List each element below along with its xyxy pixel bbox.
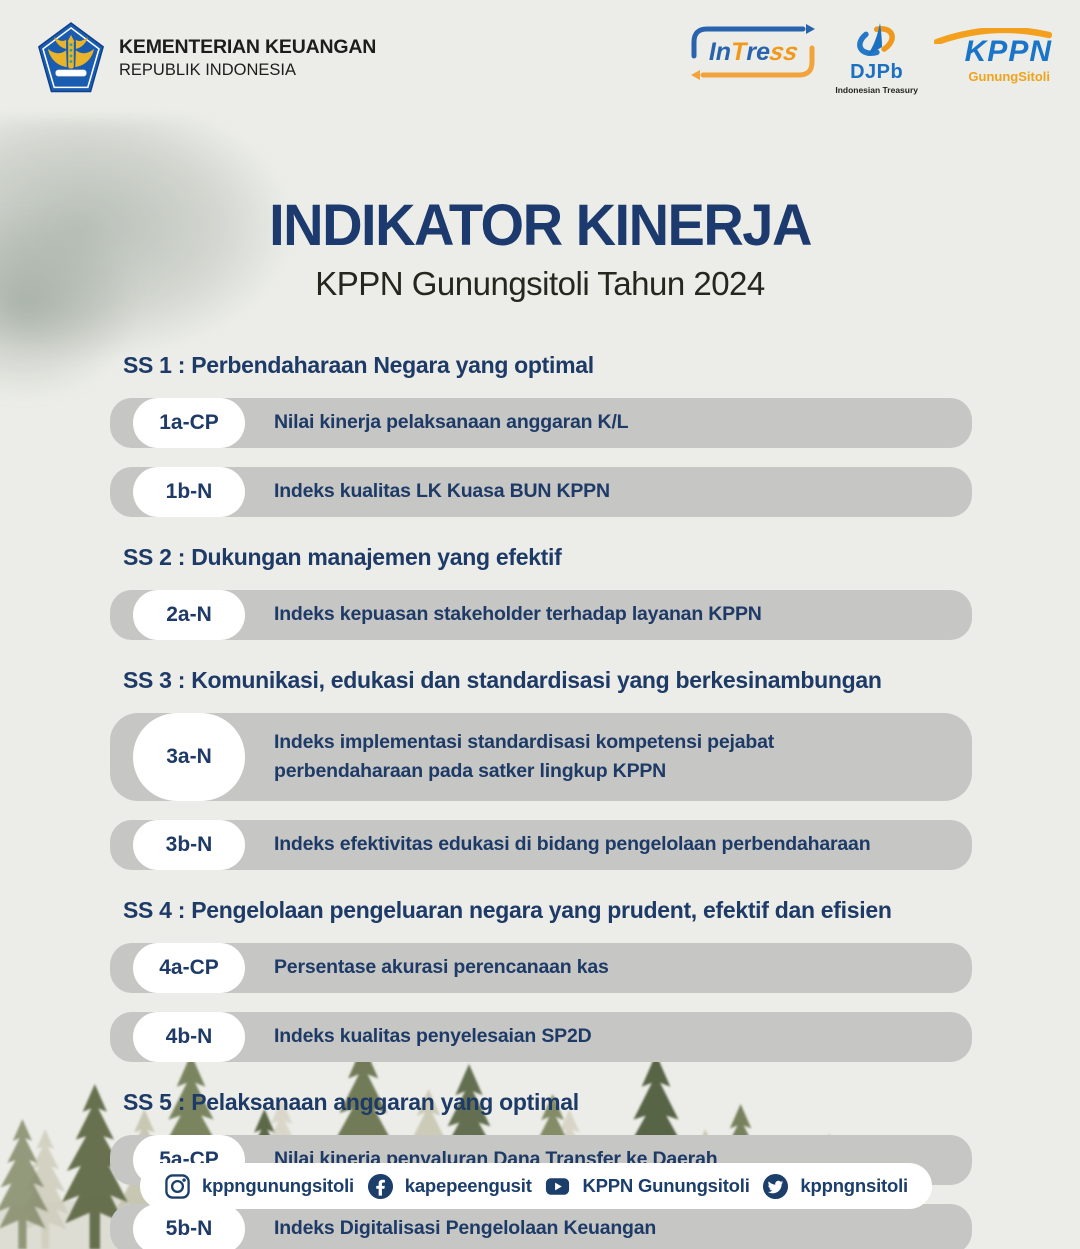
indicator-list: SS 1 : Perbendaharaan Negara yang optima… bbox=[110, 352, 972, 1249]
djpb-logo: DJPb Indonesian Treasury bbox=[835, 22, 918, 95]
kppn-name: KPPN bbox=[964, 35, 1052, 68]
kppn-swoosh-icon bbox=[934, 28, 1052, 44]
indicator-row: 1b-N Indeks kualitas LK Kuasa BUN KPPN bbox=[110, 467, 972, 517]
indicator-badge: 5b-N bbox=[133, 1204, 245, 1249]
indicator-badge: 2a-N bbox=[133, 590, 245, 640]
twitter-icon bbox=[763, 1173, 789, 1199]
indicator-row: 4b-N Indeks kualitas penyelesaian SP2D bbox=[110, 1012, 972, 1062]
ministry-line2: REPUBLIK INDONESIA bbox=[119, 61, 296, 79]
indicator-badge: 3a-N bbox=[133, 713, 245, 801]
indicator-row: 3b-N Indeks efektivitas edukasi di bidan… bbox=[110, 820, 972, 870]
intress-border-icon bbox=[691, 24, 816, 80]
indicator-text: Indeks kualitas penyelesaian SP2D bbox=[274, 1025, 592, 1048]
indicator-row: 3a-N Indeks implementasi standardisasi k… bbox=[110, 713, 972, 801]
indicator-badge: 3b-N bbox=[133, 820, 245, 870]
social-item-youtube[interactable]: KPPN Gunungsitoli bbox=[544, 1173, 750, 1200]
indicator-badge: 4b-N bbox=[133, 1012, 245, 1062]
social-item-facebook[interactable]: kapepeengusit bbox=[367, 1173, 532, 1200]
indicator-row: 5b-N Indeks Digitalisasi Pengelolaan Keu… bbox=[110, 1204, 972, 1249]
watercolor-blob-2 bbox=[0, 210, 140, 400]
twitter-handle: kppngnsitoli bbox=[800, 1175, 908, 1196]
kemenkeu-pentagon-icon bbox=[37, 22, 105, 93]
indicator-row: 1a-CP Nilai kinerja pelaksanaan anggaran… bbox=[110, 398, 972, 448]
indicator-text: Nilai kinerja pelaksanaan anggaran K/L bbox=[274, 411, 629, 434]
indicator-text: Indeks efektivitas edukasi di bidang pen… bbox=[274, 833, 871, 856]
page-subtitle: KPPN Gunungsitoli Tahun 2024 bbox=[315, 265, 765, 302]
indicator-badge: 1b-N bbox=[133, 467, 245, 517]
section-heading-ss1: SS 1 : Perbendaharaan Negara yang optima… bbox=[123, 352, 594, 378]
title-block: INDIKATOR KINERJA KPPN Gunungsitoli Tahu… bbox=[0, 192, 1080, 303]
social-item-twitter[interactable]: kppngnsitoli bbox=[762, 1173, 908, 1200]
page-title: INDIKATOR KINERJA bbox=[269, 191, 812, 258]
intress-part-2: T bbox=[731, 37, 747, 66]
indicator-row: 2a-N Indeks kepuasan stakeholder terhada… bbox=[110, 590, 972, 640]
djpb-swoosh-icon bbox=[856, 23, 895, 56]
intress-part-1: In bbox=[708, 37, 732, 66]
djpb-name: DJPb bbox=[850, 61, 904, 83]
instagram-icon bbox=[165, 1173, 190, 1199]
social-item-instagram[interactable]: kppngunungsitoli bbox=[164, 1173, 354, 1200]
intress-part-4: ss bbox=[767, 37, 801, 66]
section-heading-ss4: SS 4 : Pengelolaan pengeluaran negara ya… bbox=[123, 897, 892, 923]
social-bar: kppngunungsitoli kapepeengusit KPPN Gunu… bbox=[140, 1163, 932, 1209]
indicator-text: Persentase akurasi perencanaan kas bbox=[274, 956, 609, 979]
ministry-name: KEMENTERIAN KEUANGAN REPUBLIK INDONESIA bbox=[119, 36, 376, 80]
djpb-subtitle: Indonesian Treasury bbox=[835, 85, 918, 95]
indicator-badge: 4a-CP bbox=[133, 943, 245, 993]
watercolor-blob bbox=[0, 118, 290, 358]
intress-part-3: re bbox=[746, 37, 770, 66]
ministry-logo-block: KEMENTERIAN KEUANGAN REPUBLIK INDONESIA bbox=[36, 20, 376, 96]
section-heading-ss2: SS 2 : Dukungan manajemen yang efektif bbox=[123, 544, 562, 570]
indicator-text: Indeks kualitas LK Kuasa BUN KPPN bbox=[274, 480, 610, 503]
facebook-handle: kapepeengusit bbox=[404, 1175, 532, 1196]
indicator-badge: 1a-CP bbox=[133, 398, 245, 448]
indicator-text: Indeks kepuasan stakeholder terhadap lay… bbox=[274, 603, 762, 626]
instagram-handle: kppngunungsitoli bbox=[202, 1175, 354, 1196]
indicator-row: 4a-CP Persentase akurasi perencanaan kas bbox=[110, 943, 972, 993]
facebook-icon bbox=[367, 1173, 393, 1199]
kppn-logo: KPPN GunungSitoli bbox=[934, 28, 1052, 84]
section-heading-ss3: SS 3 : Komunikasi, edukasi dan standardi… bbox=[123, 667, 882, 693]
indicator-text: Indeks Digitalisasi Pengelolaan Keuangan bbox=[274, 1217, 657, 1240]
youtube-handle: KPPN Gunungsitoli bbox=[582, 1175, 750, 1196]
youtube-icon bbox=[546, 1177, 570, 1195]
ministry-line1: KEMENTERIAN KEUANGAN bbox=[119, 36, 377, 58]
section-heading-ss5: SS 5 : Pelaksanaan anggaran yang optimal bbox=[123, 1089, 579, 1115]
kppn-subtitle: GunungSitoli bbox=[968, 69, 1050, 84]
indicator-text: Indeks implementasi standardisasi kompet… bbox=[274, 730, 775, 782]
